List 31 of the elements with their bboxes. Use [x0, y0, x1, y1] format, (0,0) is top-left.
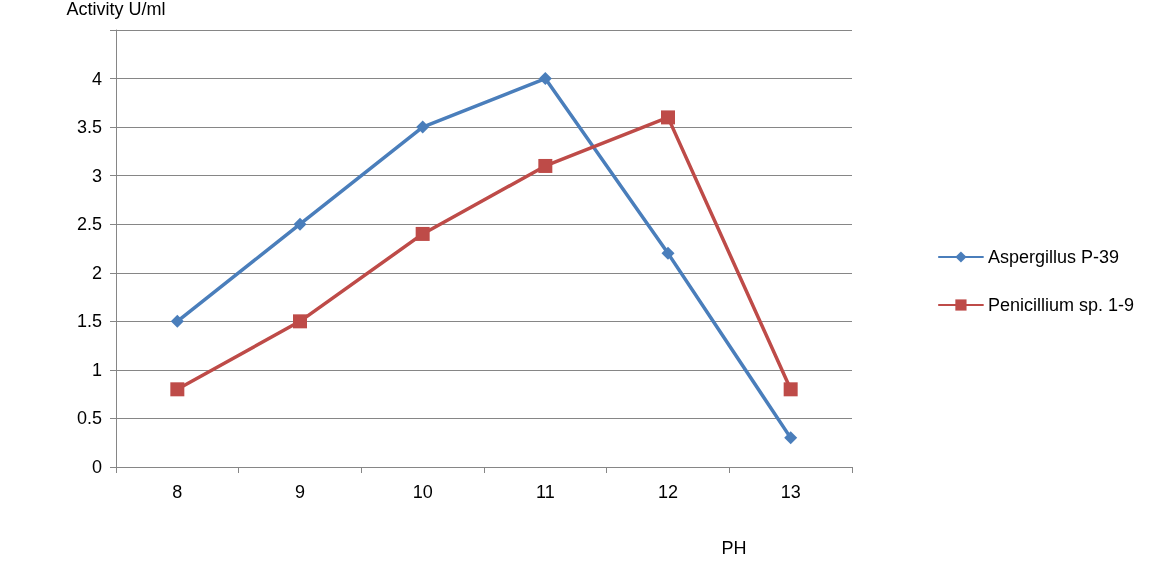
legend-label: Penicillium sp. 1-9: [987, 295, 1135, 315]
point: [661, 246, 675, 260]
y-tick-label: 1.5: [76, 311, 102, 332]
x-tick-label: 10: [412, 482, 433, 502]
point: [170, 314, 184, 328]
x-tick-label: 13: [780, 482, 801, 502]
point: [416, 120, 430, 134]
x-tick-label: 8: [172, 482, 183, 502]
point: [784, 431, 798, 445]
legend-label: Aspergillus P-39: [987, 247, 1120, 267]
x-axis-title: PH: [721, 538, 747, 558]
y-tick-label: 3.5: [76, 117, 102, 138]
point: [170, 382, 185, 397]
y-tick-label: 2: [91, 262, 102, 283]
y-tick-label: 0: [91, 457, 102, 477]
point: [783, 382, 798, 397]
x-tick-label: 11: [535, 482, 555, 502]
point: [293, 217, 307, 231]
point: [661, 110, 675, 125]
point: [538, 158, 553, 173]
x-tick-label: 9: [294, 482, 306, 502]
y-axis-title: Activity U/ml: [66, 0, 166, 19]
point: [293, 314, 307, 329]
x-tick-label: 12: [657, 482, 679, 502]
y-tick-label: 0.5: [76, 408, 102, 429]
y-tick-label: 3: [91, 165, 102, 186]
y-tick-label: 1: [91, 359, 102, 380]
point: [415, 226, 430, 241]
y-tick-label: 2.5: [76, 214, 102, 235]
y-tick-label: 4: [91, 68, 102, 89]
point: [538, 72, 552, 86]
